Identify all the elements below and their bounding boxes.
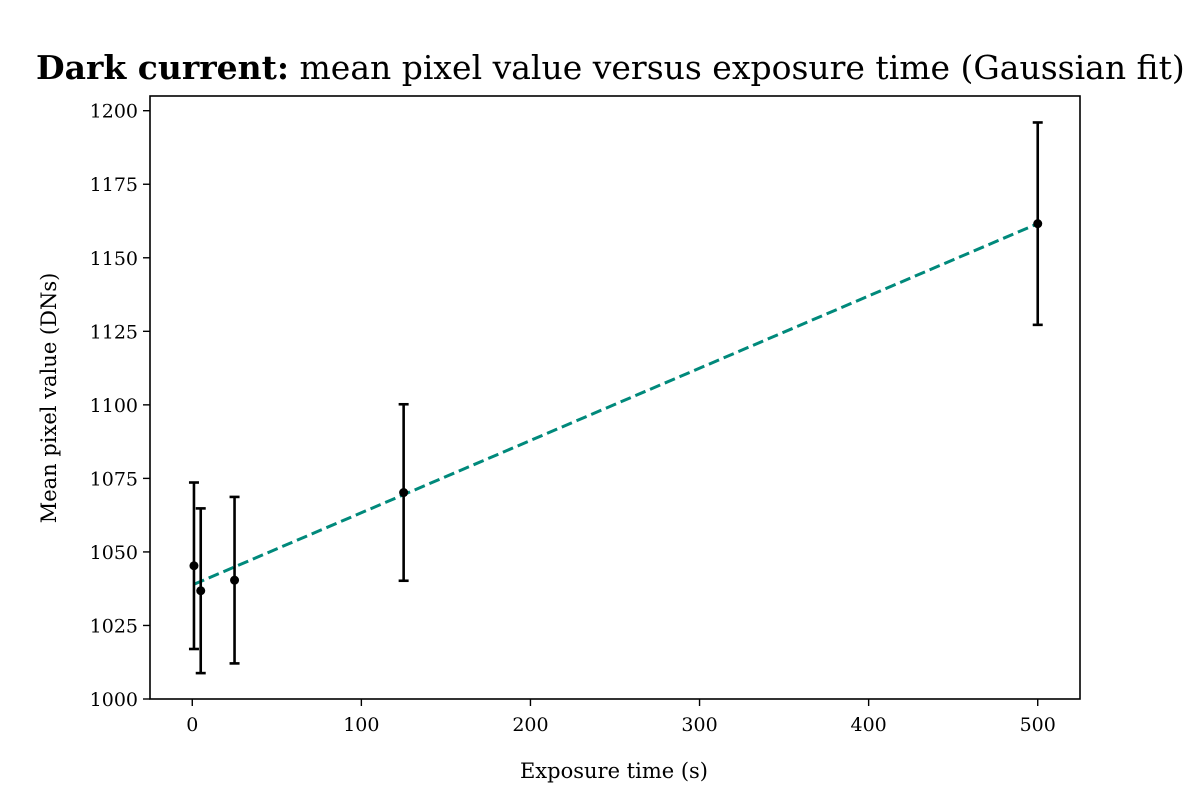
fit-layer <box>193 222 1039 586</box>
data-point <box>399 488 409 498</box>
data-point <box>1033 219 1043 229</box>
plot-area <box>149 95 1081 700</box>
y-tick-label: 1100 <box>90 395 138 417</box>
x-axis-label: Exposure time (s) <box>520 759 708 783</box>
x-tick-label: 300 <box>681 714 717 736</box>
y-tick-label: 1150 <box>90 248 138 270</box>
y-tick-label: 1125 <box>90 321 138 343</box>
y-axis-label: Mean pixel value (DNs) <box>37 273 61 524</box>
point-layer <box>189 219 1043 596</box>
plot-frame <box>149 95 1081 700</box>
data-point <box>230 575 240 585</box>
tick-layer: 0 100 200 300 400 500 1000 1025 1050 1075 1100 1125… <box>90 101 1056 736</box>
y-tick-label: 1175 <box>90 174 138 196</box>
chart-title-rest: mean pixel value versus exposure time (G… <box>289 48 1185 87</box>
x-tick-label: 0 <box>186 714 198 736</box>
y-tick-label: 1050 <box>90 542 138 564</box>
x-tick-label: 200 <box>512 714 548 736</box>
y-tick-label: 1025 <box>90 615 138 637</box>
errorbar-layer <box>188 121 1043 675</box>
data-point <box>196 586 206 596</box>
chart-title: Dark current: mean pixel value versus ex… <box>36 48 1185 87</box>
data-point <box>189 561 199 571</box>
y-tick-label: 1000 <box>90 689 138 711</box>
x-tick-label: 500 <box>1020 714 1056 736</box>
x-tick-label: 100 <box>343 714 379 736</box>
fit-line <box>193 222 1039 586</box>
y-tick-label: 1075 <box>90 468 138 490</box>
y-tick-label: 1200 <box>90 101 138 123</box>
chart-title-bold: Dark current: <box>36 48 289 87</box>
x-tick-label: 400 <box>851 714 887 736</box>
